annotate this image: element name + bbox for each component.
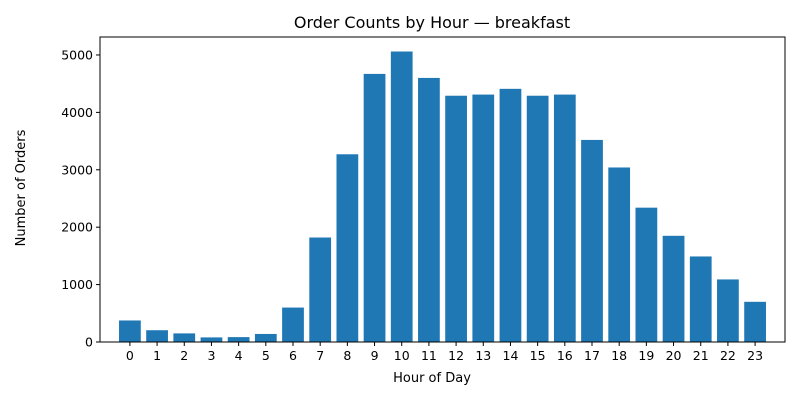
x-tick-label: 3 bbox=[207, 348, 215, 363]
y-tick-label: 0 bbox=[85, 335, 93, 350]
chart-title: Order Counts by Hour — breakfast bbox=[294, 13, 570, 32]
bar-hour-23 bbox=[744, 301, 766, 342]
x-tick-label: 15 bbox=[530, 348, 546, 363]
bar-hour-19 bbox=[635, 207, 658, 342]
bars-group bbox=[119, 51, 766, 343]
x-tick-label: 12 bbox=[448, 348, 464, 363]
bar-hour-5 bbox=[254, 333, 277, 342]
bar-hour-11 bbox=[418, 77, 440, 343]
bar-hour-3 bbox=[200, 337, 223, 342]
y-tick-label: 5000 bbox=[61, 47, 93, 62]
x-tick-label: 16 bbox=[557, 348, 573, 363]
bar-hour-21 bbox=[689, 256, 712, 342]
bar-hour-8 bbox=[336, 154, 359, 342]
x-tick-label: 11 bbox=[421, 348, 437, 363]
x-tick-label: 18 bbox=[611, 348, 627, 363]
bar-hour-20 bbox=[662, 235, 685, 342]
x-tick-label: 7 bbox=[316, 348, 324, 363]
x-tick-label: 2 bbox=[180, 348, 188, 363]
x-tick-label: 0 bbox=[126, 348, 134, 363]
bar-hour-14 bbox=[499, 88, 522, 342]
x-tick-label: 17 bbox=[584, 348, 600, 363]
bar-hour-12 bbox=[445, 95, 467, 342]
bar-hour-10 bbox=[390, 51, 413, 343]
bar-hour-18 bbox=[608, 167, 631, 342]
bar-hour-17 bbox=[581, 139, 603, 342]
x-tick-label: 5 bbox=[262, 348, 270, 363]
y-axis-label: Number of Orders bbox=[14, 129, 29, 246]
x-axis: 0 1 2 3 4 5 6 7 8 9 10 11 12 13 14 15 16 17 18 19 20 21 22 23 bbox=[126, 342, 763, 363]
y-tick-label: 2000 bbox=[61, 220, 93, 235]
bar-hour-9 bbox=[363, 73, 386, 342]
x-tick-label: 21 bbox=[693, 348, 709, 363]
x-tick-label: 14 bbox=[503, 348, 519, 363]
bar-hour-0 bbox=[119, 320, 141, 342]
bar-hour-1 bbox=[146, 330, 168, 342]
bar-hour-13 bbox=[472, 94, 495, 342]
x-tick-label: 22 bbox=[720, 348, 736, 363]
bar-hour-7 bbox=[309, 237, 332, 342]
x-tick-label: 20 bbox=[666, 348, 682, 363]
bar-hour-16 bbox=[553, 94, 576, 342]
x-tick-label: 23 bbox=[747, 348, 763, 363]
x-tick-label: 4 bbox=[235, 348, 243, 363]
bar-hour-6 bbox=[282, 307, 304, 342]
bar-hour-15 bbox=[526, 95, 549, 342]
x-tick-label: 19 bbox=[638, 348, 654, 363]
x-tick-label: 9 bbox=[371, 348, 379, 363]
y-tick-label: 3000 bbox=[61, 162, 93, 177]
bar-hour-22 bbox=[717, 279, 739, 342]
y-axis: 0 1000 2000 3000 4000 5000 bbox=[61, 47, 100, 350]
x-tick-label: 6 bbox=[289, 348, 297, 363]
x-tick-label: 1 bbox=[153, 348, 161, 363]
x-tick-label: 13 bbox=[475, 348, 491, 363]
x-tick-label: 10 bbox=[394, 348, 410, 363]
plot-frame bbox=[99, 36, 786, 343]
y-tick-label: 4000 bbox=[61, 105, 93, 120]
x-axis-label: Hour of Day bbox=[393, 371, 471, 386]
x-tick-label: 8 bbox=[343, 348, 351, 363]
y-tick-label: 1000 bbox=[61, 277, 93, 292]
bar-hour-4 bbox=[227, 337, 250, 342]
bar-hour-2 bbox=[173, 333, 196, 342]
